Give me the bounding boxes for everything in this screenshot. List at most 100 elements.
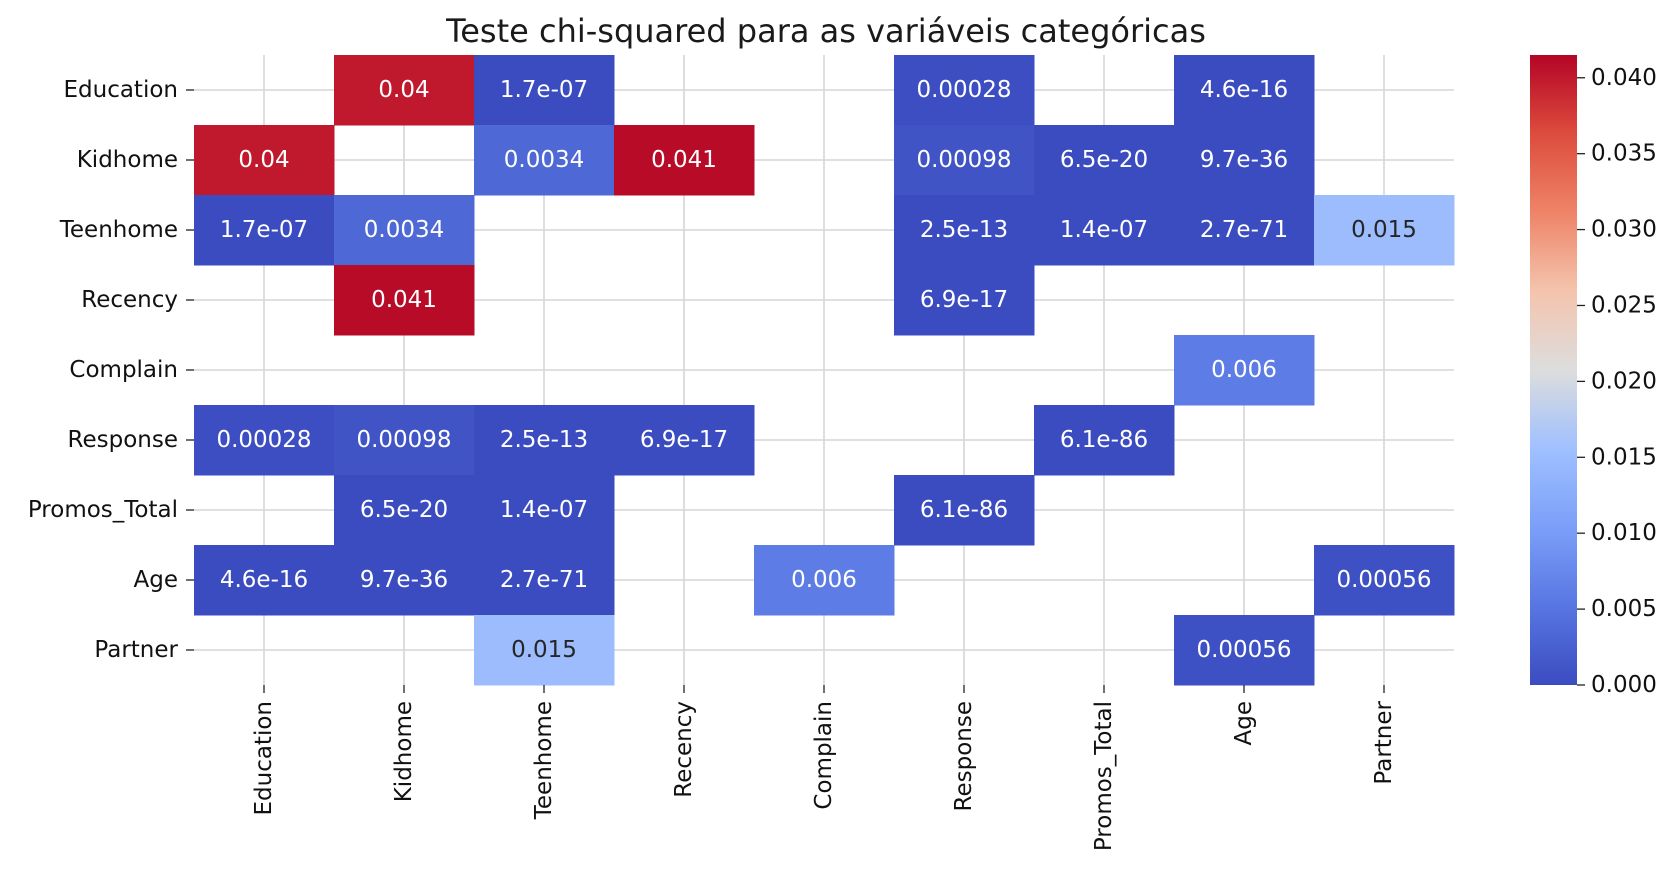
heatmap-cell: [194, 125, 335, 196]
heatmap-cell: [1174, 125, 1315, 196]
cell-value-label: 0.04: [378, 77, 429, 103]
colorbar-tick-label: 0.040: [1591, 65, 1657, 91]
heatmap-cell: [614, 125, 755, 196]
y-tick-label: Teenhome: [59, 217, 178, 243]
y-tick-label: Age: [134, 567, 178, 593]
x-tick-label: Response: [951, 701, 977, 811]
heatmap-cell: [1314, 195, 1455, 266]
cell-value-label: 0.04: [238, 147, 289, 173]
cell-value-label: 0.00028: [916, 77, 1011, 103]
x-tick-label: Teenhome: [531, 701, 557, 820]
heatmap-cell: [474, 615, 615, 686]
heatmap-cell: [894, 125, 1035, 196]
heatmap-cell: [334, 475, 475, 546]
heatmap-cell: [474, 55, 615, 126]
cell-value-label: 6.9e-17: [640, 427, 728, 453]
heatmap-cell: [894, 195, 1035, 266]
cell-value-label: 0.0034: [504, 147, 584, 173]
y-axis-ticks: Education Kidhome Teenhome Recency Complain R…: [28, 77, 194, 663]
cell-value-label: 2.5e-13: [920, 217, 1008, 243]
y-tick-label: Education: [63, 77, 178, 103]
x-tick-label: Promos_Total: [1091, 701, 1117, 851]
cell-value-label: 0.00056: [1336, 567, 1431, 593]
heatmap-cell: [334, 55, 475, 126]
cell-value-label: 6.5e-20: [360, 497, 448, 523]
heatmap-cell: [194, 405, 335, 476]
cell-value-label: 0.006: [791, 567, 857, 593]
heatmap-cell: [194, 195, 335, 266]
colorbar-tick-label: 0.020: [1591, 368, 1657, 394]
heatmap-cell: [1034, 195, 1175, 266]
chart-title: Teste chi-squared para as variáveis cate…: [445, 12, 1206, 50]
x-tick-label: Partner: [1371, 700, 1397, 784]
x-tick-label: Recency: [671, 701, 697, 798]
y-tick-label: Complain: [69, 357, 178, 383]
heatmap-cell: [754, 545, 895, 616]
y-tick-label: Partner: [94, 637, 178, 663]
cell-value-label: 1.4e-07: [1060, 217, 1148, 243]
heatmap-cell: [474, 125, 615, 196]
cell-value-label: 4.6e-16: [220, 567, 308, 593]
cell-value-label: 1.7e-07: [220, 217, 308, 243]
cell-value-label: 0.015: [511, 637, 577, 663]
heatmap-cell: [194, 545, 335, 616]
y-tick-label: Kidhome: [77, 147, 178, 173]
y-tick-label: Response: [68, 427, 178, 453]
cell-value-label: 0.015: [1351, 217, 1417, 243]
cell-value-label: 0.041: [651, 147, 717, 173]
cell-value-label: 1.4e-07: [500, 497, 588, 523]
cell-value-label: 6.9e-17: [920, 287, 1008, 313]
heatmap-cell: [894, 55, 1035, 126]
cell-value-label: 2.7e-71: [1200, 217, 1288, 243]
cell-labels: 0.04 1.7e-07 0.00028 4.6e-16 0.04 0.0034 0.041…: [216, 77, 1431, 663]
cell-value-label: 6.1e-86: [920, 497, 1008, 523]
colorbar-tick-label: 0.015: [1591, 444, 1657, 470]
heatmap-cell: [1174, 615, 1315, 686]
colorbar-tick-label: 0.000: [1591, 672, 1657, 698]
cell-value-label: 0.00028: [216, 427, 311, 453]
x-axis-ticks: Education Kidhome Teenhome Recency Complain R…: [251, 685, 1397, 851]
colorbar-gradient: [1530, 55, 1577, 685]
cell-value-label: 6.1e-86: [1060, 427, 1148, 453]
colorbar-tick-label: 0.030: [1591, 217, 1657, 243]
x-tick-label: Education: [251, 701, 277, 816]
heatmap-cell: [1034, 125, 1175, 196]
colorbar-tick-label: 0.025: [1591, 292, 1657, 318]
cell-value-label: 2.5e-13: [500, 427, 588, 453]
cell-value-label: 0.006: [1211, 357, 1277, 383]
y-tick-label: Promos_Total: [28, 497, 178, 523]
cell-value-label: 2.7e-71: [500, 567, 588, 593]
heatmap-cell: [1034, 405, 1175, 476]
heatmap-cell: [474, 475, 615, 546]
x-tick-label: Age: [1231, 701, 1257, 745]
heatmap-cell: [1314, 545, 1455, 616]
heatmap-cell: [1174, 195, 1315, 266]
cell-value-label: 1.7e-07: [500, 77, 588, 103]
cell-value-label: 0.0034: [364, 217, 444, 243]
colorbar: 0.000 0.005 0.010 0.015 0.020 0.025 0.030 0.035…: [1530, 55, 1657, 698]
heatmap-cell: [894, 265, 1035, 336]
heatmap-cell: [474, 405, 615, 476]
colorbar-tick-label: 0.035: [1591, 141, 1657, 167]
cell-value-label: 4.6e-16: [1200, 77, 1288, 103]
cell-value-label: 9.7e-36: [1200, 147, 1288, 173]
heatmap-cell: [334, 195, 475, 266]
heatmap-cell: [894, 475, 1035, 546]
colorbar-tick-label: 0.010: [1591, 520, 1657, 546]
cell-value-label: 9.7e-36: [360, 567, 448, 593]
heatmap-cell: [614, 405, 755, 476]
colorbar-tick-label: 0.005: [1591, 596, 1657, 622]
heatmap-cell: [1174, 335, 1315, 406]
x-tick-label: Kidhome: [391, 701, 417, 802]
cell-value-label: 0.041: [371, 287, 437, 313]
cell-value-label: 0.00056: [1196, 637, 1291, 663]
heatmap-cell: [334, 265, 475, 336]
heatmap-cell: [474, 545, 615, 616]
heatmap-cell: [1174, 55, 1315, 126]
cell-value-label: 6.5e-20: [1060, 147, 1148, 173]
x-tick-label: Complain: [811, 701, 837, 810]
cell-value-label: 0.00098: [916, 147, 1011, 173]
cell-value-label: 0.00098: [356, 427, 451, 453]
heatmap-cell: [334, 545, 475, 616]
